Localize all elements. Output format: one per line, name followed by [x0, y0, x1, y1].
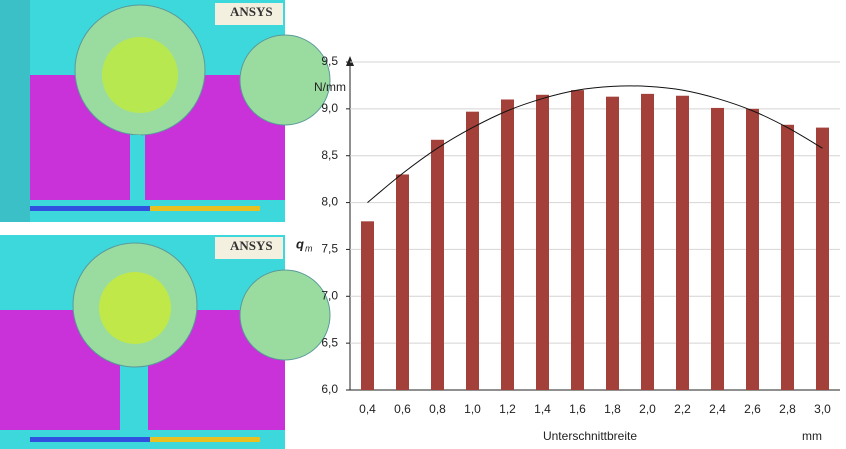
- x-tick-label: 2,2: [674, 402, 691, 416]
- y-tick-label: 8,5: [321, 148, 338, 162]
- y-tick-label: 9,0: [321, 101, 338, 115]
- y-axis-arrow: [346, 56, 354, 66]
- chart: N/mm q m Unterschnittbreite mm 6,0 6,5 7,0…: [296, 54, 840, 443]
- y-tick-label: 8,0: [321, 195, 338, 209]
- y-tick-label: 7,5: [321, 242, 338, 256]
- bar: [361, 221, 374, 390]
- x-tick-label: 0,6: [394, 402, 411, 416]
- simulation-image-1: ANSYS: [0, 0, 330, 222]
- bar: [676, 96, 689, 390]
- x-tick-label: 1,2: [499, 402, 516, 416]
- x-tick-label: 1,6: [569, 402, 586, 416]
- logo: ANSYS: [230, 238, 273, 253]
- bar: [746, 109, 759, 390]
- x-tick-label: 0,4: [359, 402, 376, 416]
- y-tick-label: 6,0: [321, 382, 338, 396]
- x-label: Unterschnittbreite: [543, 429, 637, 443]
- bar: [711, 108, 724, 390]
- x-tick-label: 2,6: [744, 402, 761, 416]
- x-tick-label: 2,0: [639, 402, 656, 416]
- x-tick-label: 2,8: [779, 402, 796, 416]
- y-tick-label: 9,5: [321, 54, 338, 68]
- bar: [816, 128, 829, 390]
- y-label: q: [296, 236, 304, 251]
- bar: [606, 97, 619, 390]
- bar: [396, 174, 409, 390]
- x-tick-label: 0,8: [429, 402, 446, 416]
- bar: [466, 112, 479, 390]
- x-tick-label: 1,0: [464, 402, 481, 416]
- x-tick-label: 3,0: [814, 402, 831, 416]
- simulation-image-2: ANSYS: [0, 235, 330, 449]
- logo: ANSYS: [230, 4, 273, 19]
- bar: [501, 99, 514, 390]
- y-unit: N/mm: [314, 80, 346, 94]
- x-tick-label: 1,8: [604, 402, 621, 416]
- x-tick-label: 2,4: [709, 402, 726, 416]
- bar: [431, 140, 444, 390]
- bar: [571, 90, 584, 390]
- x-tick-label: 1,4: [534, 402, 551, 416]
- y-tick-label: 7,0: [321, 288, 338, 302]
- x-unit: mm: [802, 429, 822, 443]
- bar: [641, 94, 654, 390]
- y-label-sub: m: [305, 243, 313, 253]
- bar: [536, 95, 549, 390]
- y-tick-label: 6,5: [321, 335, 338, 349]
- page: ANSYS ANSYS N/mm q m Unterschnittbreite …: [0, 0, 846, 449]
- bar: [781, 125, 794, 390]
